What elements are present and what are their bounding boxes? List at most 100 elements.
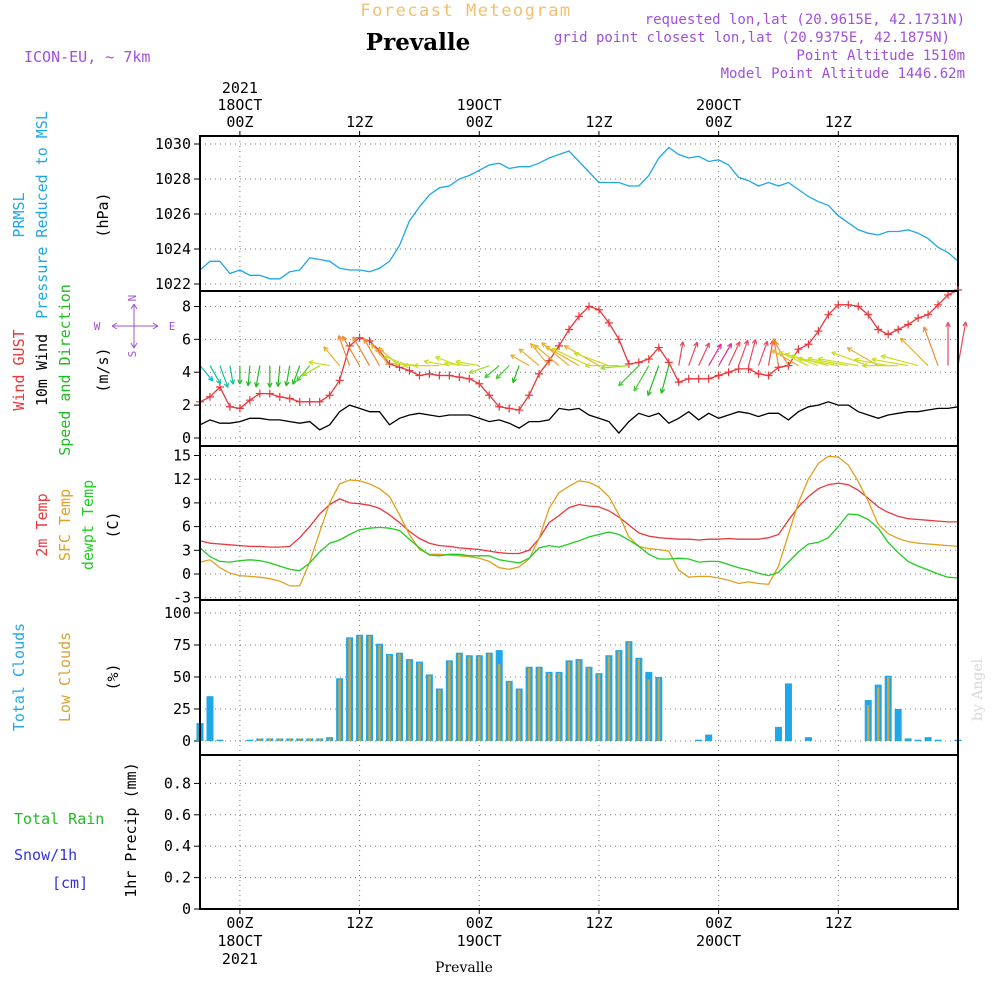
y-tick-label: 1030: [155, 135, 191, 153]
gust-marker: [315, 397, 324, 406]
wind-arrow-head: [237, 379, 243, 385]
gust-marker: [854, 302, 863, 311]
wind-arrow: [229, 365, 234, 385]
y-tick-label: 0.4: [164, 837, 191, 855]
panel-5: 0 0.2 0.4 0.6 0.8: [164, 754, 959, 918]
compass-w: W: [94, 320, 101, 333]
gust-marker: [255, 389, 264, 398]
low-cloud-bar: [318, 738, 321, 741]
wind-arrow-head: [383, 355, 390, 361]
wind-arrow-head: [778, 351, 784, 357]
precip-unit-label: 1hr Precip (mm): [122, 762, 140, 897]
y-tick-label: 1024: [155, 240, 191, 258]
wind-arrow-head: [284, 380, 290, 387]
time-tick-top-label: 12Z: [346, 113, 373, 131]
wind-arrow-head: [551, 347, 558, 353]
wind-arrow-head: [763, 340, 769, 347]
wind-arrow-head: [790, 354, 796, 360]
grid-point-coords: grid point closest lon,lat (20.9375E, 42…: [554, 30, 950, 46]
wind-arrow-head: [393, 361, 399, 367]
compass-n: N: [126, 295, 139, 302]
gust-marker: [305, 397, 314, 406]
gust-marker: [824, 310, 833, 319]
panel-frame: [199, 135, 959, 292]
wind-arrow: [688, 341, 698, 366]
wind-arrow-head: [922, 326, 928, 333]
wind-arrow-head: [899, 337, 906, 343]
wind-arrow: [423, 360, 450, 367]
y-tick-label: 8: [182, 297, 191, 315]
wind-arrow-head: [735, 341, 741, 347]
gust-marker: [844, 300, 853, 309]
wind-arrow-head: [773, 341, 779, 347]
wind-arrow-head: [510, 354, 516, 360]
wind-arrow-head: [301, 371, 308, 377]
low-cloud-bar: [587, 668, 591, 741]
temp-label: 2m Temp: [33, 493, 51, 556]
model-name: ICON-EU, ~ 7km: [24, 48, 150, 66]
low-cloud-bar: [298, 738, 301, 741]
wind-arrow: [738, 339, 749, 366]
gust-marker: [285, 394, 294, 403]
wind-arrow: [292, 365, 301, 385]
low-cloud-bar: [607, 656, 611, 741]
wind-arrow: [900, 337, 929, 367]
wind-arrow-head: [245, 380, 252, 387]
y-tick-label: 6: [182, 330, 191, 348]
wind-arrow: [530, 343, 550, 367]
wind-arrow: [871, 358, 909, 367]
wind-arrow: [199, 365, 214, 382]
wind-arrow-head: [704, 342, 710, 349]
panel-4: 0 25 50 75 100: [164, 599, 962, 756]
series-line: [199, 482, 958, 555]
low-cloud-bar: [408, 660, 411, 741]
time-tick-bottom-label: 2021: [222, 950, 258, 968]
low-cloud-bar: [867, 705, 870, 741]
low-cloud-bar: [258, 738, 262, 741]
wind-arrow-head: [223, 382, 229, 388]
wind-arrow: [495, 365, 510, 380]
wind-arrow-head: [484, 372, 490, 379]
gust-marker: [664, 358, 673, 367]
wind-arrow: [923, 326, 939, 366]
total-cloud-bar: [774, 726, 782, 741]
time-tick-bottom-label: 12Z: [825, 914, 852, 932]
wind-arrow-head: [862, 362, 868, 369]
wind-arrow-head: [585, 362, 591, 369]
gust-marker: [425, 369, 434, 378]
time-tick-top-label: 12Z: [825, 113, 852, 131]
gust-marker: [754, 369, 763, 378]
gust-marker: [555, 341, 564, 350]
wind-arrow-head: [370, 343, 377, 350]
gust-marker: [584, 302, 593, 311]
low-cloud-bar: [517, 689, 521, 741]
gust-marker: [794, 345, 803, 354]
series-line: [199, 146, 959, 280]
wind-arrow: [545, 345, 580, 367]
low-cloud-bar: [478, 656, 481, 741]
time-tick-bottom-label: 00Z: [705, 914, 732, 932]
y-tick-label: 9: [182, 494, 191, 512]
low-cloud-bar: [438, 689, 441, 741]
temp-unit: (C): [104, 511, 122, 538]
wind-arrow: [807, 357, 849, 367]
wind-arrow: [770, 349, 799, 367]
gust-marker: [614, 335, 623, 344]
low-cloud-bar: [388, 655, 391, 741]
wind-arrow-head: [846, 347, 853, 353]
wind-arrow-head: [216, 378, 222, 385]
wind-arrow: [302, 365, 320, 377]
gust-marker: [744, 364, 753, 373]
time-tick-top-label: 12Z: [585, 113, 612, 131]
wind-arrow: [342, 335, 361, 366]
wind-arrow-head: [633, 385, 639, 392]
gust-marker: [934, 300, 943, 309]
y-tick-label: 4: [182, 363, 191, 381]
y-tick-label: 25: [173, 700, 191, 718]
low-cloud-bar: [657, 678, 660, 741]
y-tick-label: 3: [182, 541, 191, 559]
low-cloud-bar: [348, 638, 351, 741]
low-cloud-bar: [577, 660, 581, 741]
y-tick-label: 0: [182, 565, 191, 583]
total-cloud-bar: [934, 739, 942, 741]
